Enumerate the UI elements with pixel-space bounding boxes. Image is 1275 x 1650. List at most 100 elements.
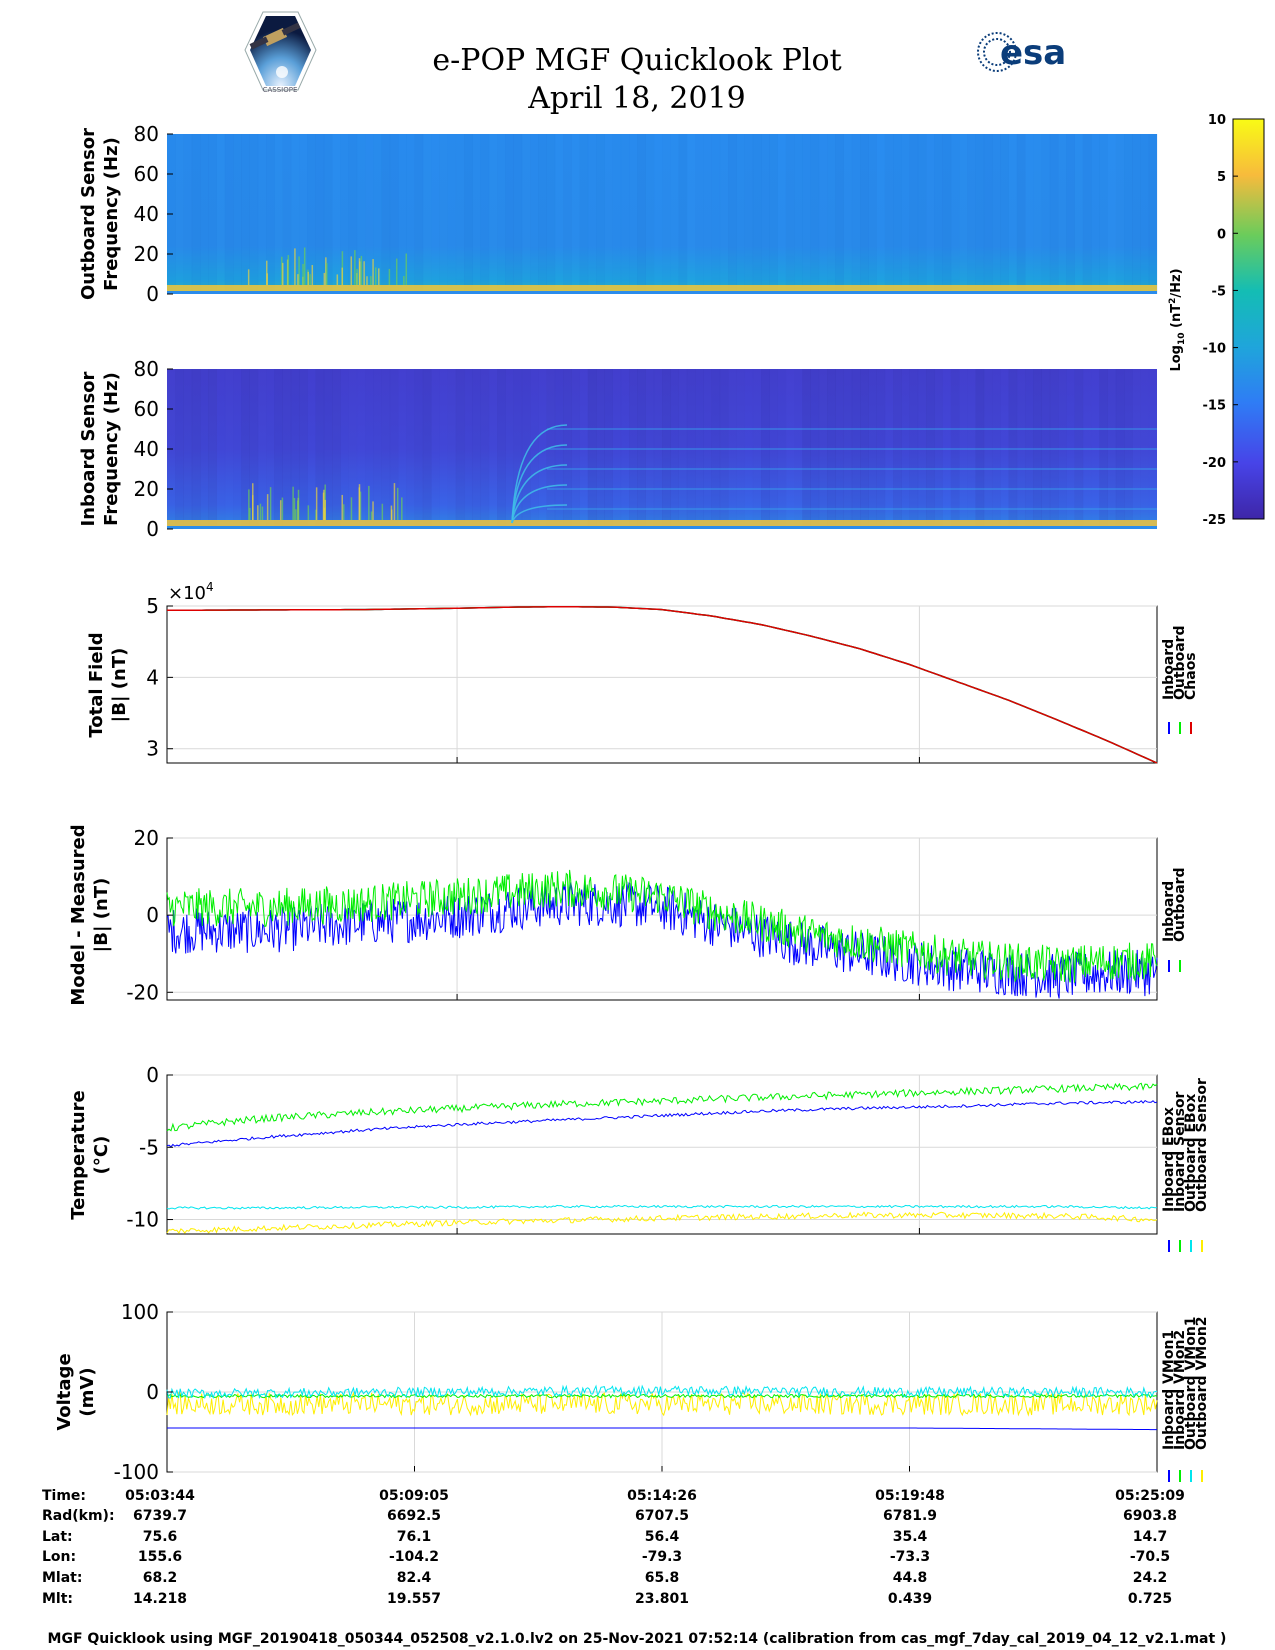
spectrogram-burst	[370, 276, 372, 285]
spectrogram-column	[200, 134, 209, 294]
colorbar-tick-label: 5	[1217, 170, 1226, 185]
spectrogram-column	[761, 134, 770, 294]
spectrogram-burst	[303, 247, 306, 285]
ephemeris-cell: 14.7	[1133, 1529, 1168, 1545]
spectrogram-column	[356, 134, 366, 294]
spectrogram-column	[241, 369, 250, 529]
spectrogram-burst	[350, 497, 353, 520]
spectrogram-column	[497, 134, 506, 294]
spectrogram-column	[810, 134, 820, 294]
temperature-axis: 0 -5 -10	[126, 1063, 173, 1232]
spectrogram-burst	[297, 274, 299, 285]
spectrogram-column	[546, 134, 556, 294]
spectrogram-column	[670, 134, 679, 294]
ephemeris-cell: 68.2	[143, 1570, 178, 1586]
model-measured-legend-label: Inboard	[1161, 881, 1177, 942]
spectrogram-column	[266, 369, 275, 529]
spectrogram-burst	[381, 503, 384, 520]
spectrogram-column	[975, 134, 985, 294]
spectrogram-column	[1124, 134, 1133, 294]
temperature-inboard-sensor-line	[166, 1099, 1158, 1148]
spectrogram-burst	[360, 255, 363, 285]
total-field-legend-label: Chaos	[1183, 652, 1199, 700]
spectrogram-burst	[247, 269, 250, 285]
spectrogram-burst	[336, 274, 339, 285]
spectrogram-column	[315, 369, 325, 529]
spectrogram-burst	[356, 268, 358, 285]
spectrogram-column	[315, 134, 325, 294]
spectrogram-burst	[341, 494, 343, 520]
ephemeris-cell: 56.4	[645, 1529, 680, 1545]
spectrogram-column	[1132, 134, 1141, 294]
spectrogram-burst	[372, 259, 374, 285]
spectrogram-burst	[350, 256, 353, 285]
spectrogram-column	[917, 134, 927, 294]
spectrogram-column	[596, 134, 605, 294]
spectrogram-burst	[295, 509, 297, 520]
outboard-spectrogram-axis: 80 60 40 20 0	[134, 122, 173, 306]
spectrogram-column	[711, 134, 721, 294]
spectrogram-column	[439, 369, 448, 529]
spectrogram-burst	[342, 504, 345, 520]
spectrogram-column	[835, 134, 844, 294]
ephemeris-cell: 6903.8	[1123, 1508, 1177, 1524]
outboard-spectrogram-bands	[167, 247, 1157, 294]
spectrogram-column	[1033, 134, 1042, 294]
spectrogram-column	[472, 134, 481, 294]
spectrogram-column	[926, 134, 935, 294]
spectrogram-burst	[266, 273, 268, 285]
spectrogram-column	[612, 134, 622, 294]
spectrogram-column	[942, 134, 952, 294]
model-measured-ylabel-1: Model - Measured	[68, 824, 89, 1005]
spectrogram-column	[480, 369, 490, 529]
spectrogram-column	[505, 369, 514, 529]
spectrogram-burst	[297, 489, 300, 520]
spectrogram-column	[687, 134, 696, 294]
ephemeris-cell: 6707.5	[635, 1508, 689, 1524]
spectrogram-burst	[366, 276, 368, 285]
spectrogram-column	[282, 134, 292, 294]
spectrogram-burst	[359, 491, 362, 520]
total-field-legend-label: Inboard	[1161, 639, 1177, 700]
temperature-tick-label: 0	[146, 1063, 159, 1087]
spectrogram-column	[225, 369, 234, 529]
spectrogram-column	[464, 134, 473, 294]
ephemeris-row-label: Time:	[42, 1488, 86, 1504]
spectrogram-column	[200, 369, 209, 529]
spectrogram-column	[266, 134, 275, 294]
ephemeris-cell: -79.3	[642, 1549, 682, 1565]
ephemeris-cell: 24.2	[1133, 1570, 1168, 1586]
spectrogram-burst	[372, 501, 374, 520]
spectrogram-column	[191, 369, 201, 529]
spectrogram-burst	[307, 505, 310, 520]
ephemeris-cell: -70.5	[1130, 1549, 1170, 1565]
spectrogram-burst	[393, 483, 396, 520]
ephemeris-cell: 82.4	[397, 1570, 432, 1586]
spectrogram-column	[349, 369, 358, 529]
inboard-spectrogram-tick-label: 0	[146, 517, 159, 541]
spectrogram-column	[373, 134, 382, 294]
voltage-panel: 100 0 -100 Voltage (mV) Inboard VMon1Inboa…	[54, 1300, 1210, 1484]
spectrogram-column	[431, 134, 440, 294]
spectrogram-column	[307, 134, 316, 294]
spectrogram-column	[1108, 134, 1117, 294]
voltage-ylabel-2: (mV)	[77, 1367, 98, 1416]
total-field-grid	[167, 605, 1157, 763]
spectrogram-column	[637, 134, 646, 294]
spectrogram-burst	[401, 497, 403, 520]
spectrogram-column	[1082, 134, 1092, 294]
mission-logo-text: CASSIOPE	[263, 86, 298, 94]
colorbar-tick-label: 10	[1208, 113, 1226, 128]
inboard-spectrogram-panel: 80 60 40 20 0 Inboard Sensor Frequency (Hz)	[78, 357, 1157, 541]
outboard-spectrogram-ylabel-2: Frequency (Hz)	[101, 137, 122, 291]
inboard-spectrogram-ylabel-1: Inboard Sensor	[78, 371, 99, 526]
spectrogram-column	[678, 134, 688, 294]
voltage-axis: 100 0 -100	[114, 1300, 173, 1484]
spectrogram-burst	[390, 505, 393, 520]
spectrogram-column	[1140, 134, 1150, 294]
spectrogram-burst	[395, 258, 398, 285]
spectrogram-column	[893, 134, 902, 294]
spectrogram-column	[1041, 134, 1051, 294]
